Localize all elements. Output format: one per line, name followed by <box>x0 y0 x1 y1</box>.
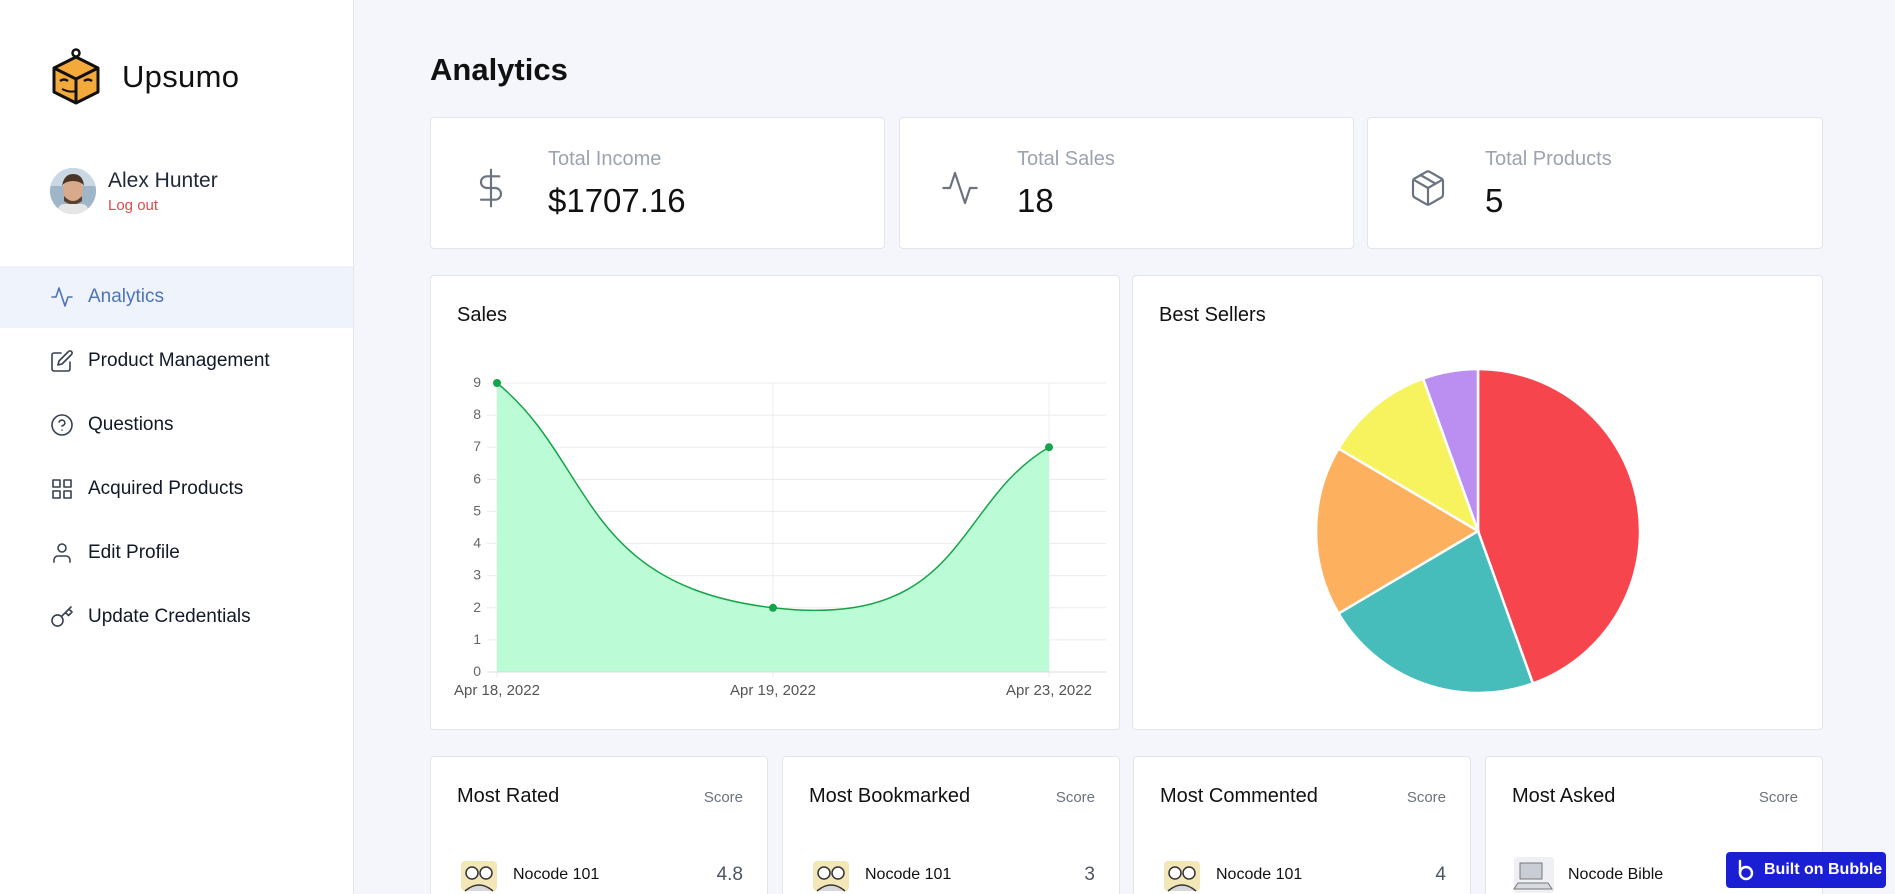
sidebar-nav: Analytics Product Management Questions A… <box>0 266 353 650</box>
most-bookmarked-card: Most Bookmarked Score Nocode 101 3 <box>782 756 1120 894</box>
built-on-bubble-badge[interactable]: Built on Bubble <box>1726 852 1886 888</box>
sales-chart-card: Sales 0 1 2 3 4 5 6 7 8 9 Apr 18, 2022 Apr 19, 2022… <box>430 275 1120 730</box>
list-item[interactable]: Nocode Bible <box>1512 853 1798 894</box>
y-tick-label: 7 <box>473 438 481 454</box>
most-commented-card: Most Commented Score Nocode 101 4 <box>1133 756 1471 894</box>
nav-item-questions[interactable]: Questions <box>0 394 353 456</box>
pie-slice <box>1476 367 1642 686</box>
y-tick-label: 2 <box>473 599 481 615</box>
activity-icon <box>942 171 978 205</box>
list-title: Most Bookmarked <box>809 785 971 807</box>
key-icon <box>50 605 74 629</box>
logout-link[interactable]: Log out <box>108 196 159 214</box>
x-tick-label: Apr 19, 2022 <box>730 682 816 699</box>
score-header: Score <box>1055 789 1095 806</box>
y-tick-label: 0 <box>473 663 481 679</box>
product-thumbnail-icon <box>1513 857 1554 893</box>
x-tick-label: Apr 18, 2022 <box>454 682 540 699</box>
pie-slice <box>1421 367 1480 532</box>
user-block: Alex Hunter Log out <box>50 168 218 214</box>
stat-label: Total Products <box>1485 148 1612 170</box>
list-item[interactable]: Nocode 101 3 <box>809 853 1095 894</box>
stat-label: Total Income <box>548 148 662 170</box>
data-point <box>1045 443 1053 452</box>
list-item[interactable]: Nocode 101 4 <box>1160 853 1446 894</box>
activity-icon <box>50 285 74 309</box>
stat-label: Total Sales <box>1017 148 1115 170</box>
sales-chart-title: Sales <box>457 304 508 326</box>
list-item-name: Nocode 101 <box>865 866 952 883</box>
brand-name: Upsumo <box>122 59 240 94</box>
list-item-score: 3 <box>1084 864 1095 885</box>
upsumo-logo-icon <box>52 48 100 105</box>
bubble-logo-icon <box>1738 859 1754 881</box>
sales-area-chart: 0 1 2 3 4 5 6 7 8 9 Apr 18, 2022 Apr 19, 2022 Apr 23… <box>454 374 1106 699</box>
y-tick-label: 5 <box>473 502 481 518</box>
stat-card-total-products: Total Products 5 <box>1367 117 1823 249</box>
avatar[interactable] <box>50 168 96 214</box>
stat-value: 18 <box>1017 182 1054 219</box>
most-rated-card: Most Rated Score Nocode 101 4.8 <box>430 756 768 894</box>
y-tick-label: 4 <box>473 535 481 551</box>
brand[interactable]: Upsumo <box>50 48 239 106</box>
best-sellers-title: Best Sellers <box>1159 304 1266 326</box>
product-thumbnail-icon <box>1164 861 1200 892</box>
nav-label: Edit Profile <box>88 542 180 563</box>
grid-icon <box>50 477 74 501</box>
nav-label: Acquired Products <box>88 478 244 499</box>
best-sellers-card: Best Sellers <box>1132 275 1823 730</box>
best-sellers-pie-chart <box>1314 367 1642 695</box>
user-name: Alex Hunter <box>108 168 218 192</box>
y-tick-label: 1 <box>473 631 481 647</box>
sales-area-fill <box>497 383 1049 672</box>
list-title: Most Rated <box>457 785 560 807</box>
list-title: Most Asked <box>1512 785 1616 807</box>
pie-slice <box>1314 446 1481 616</box>
box-icon <box>1411 170 1445 206</box>
stat-value: $1707.16 <box>548 182 686 219</box>
dollar-icon <box>479 168 503 208</box>
user-icon <box>50 541 74 565</box>
list-item-score: 4.8 <box>716 864 743 885</box>
list-item-score: 4 <box>1435 864 1446 885</box>
stat-card-total-sales: Total Sales 18 <box>899 117 1354 249</box>
nav-item-analytics[interactable]: Analytics <box>0 266 353 328</box>
stat-value: 5 <box>1485 182 1504 219</box>
product-thumbnail-icon <box>813 861 849 892</box>
nav-item-acquired-products[interactable]: Acquired Products <box>0 458 353 520</box>
sidebar: Upsumo Alex Hunter Log out Analytics <box>0 0 354 894</box>
data-point <box>493 379 501 387</box>
x-tick-label: Apr 23, 2022 <box>1006 682 1092 699</box>
nav-label: Questions <box>88 414 174 435</box>
nav-label: Product Management <box>88 350 270 371</box>
y-tick-label: 8 <box>473 406 481 422</box>
y-tick-label: 6 <box>473 470 481 486</box>
score-header: Score <box>1758 789 1798 806</box>
page-title: Analytics <box>430 52 568 87</box>
y-tick-label: 9 <box>473 374 481 390</box>
nav-label: Analytics <box>88 286 165 307</box>
score-header: Score <box>1406 789 1446 806</box>
nav-item-product-management[interactable]: Product Management <box>0 330 353 392</box>
list-title: Most Commented <box>1160 785 1318 807</box>
avatar-image-icon <box>50 168 96 214</box>
pie-slice <box>1336 376 1481 534</box>
pie-slice <box>1336 529 1535 695</box>
badge-label: Built on Bubble <box>1764 861 1883 878</box>
score-header: Score <box>703 789 743 806</box>
nav-item-update-credentials[interactable]: Update Credentials <box>0 586 353 648</box>
nav-item-edit-profile[interactable]: Edit Profile <box>0 522 353 584</box>
list-item-name: Nocode 101 <box>1216 866 1303 883</box>
list-item[interactable]: Nocode 101 4.8 <box>457 853 743 894</box>
nav-label: Update Credentials <box>88 606 251 627</box>
help-circle-icon <box>50 413 74 437</box>
y-tick-label: 3 <box>473 567 481 583</box>
stat-card-total-income: Total Income $1707.16 <box>430 117 885 249</box>
list-item-name: Nocode Bible <box>1568 866 1664 883</box>
product-thumbnail-icon <box>461 861 497 892</box>
data-point <box>769 603 777 612</box>
list-item-name: Nocode 101 <box>513 866 600 883</box>
edit-icon <box>50 349 74 373</box>
